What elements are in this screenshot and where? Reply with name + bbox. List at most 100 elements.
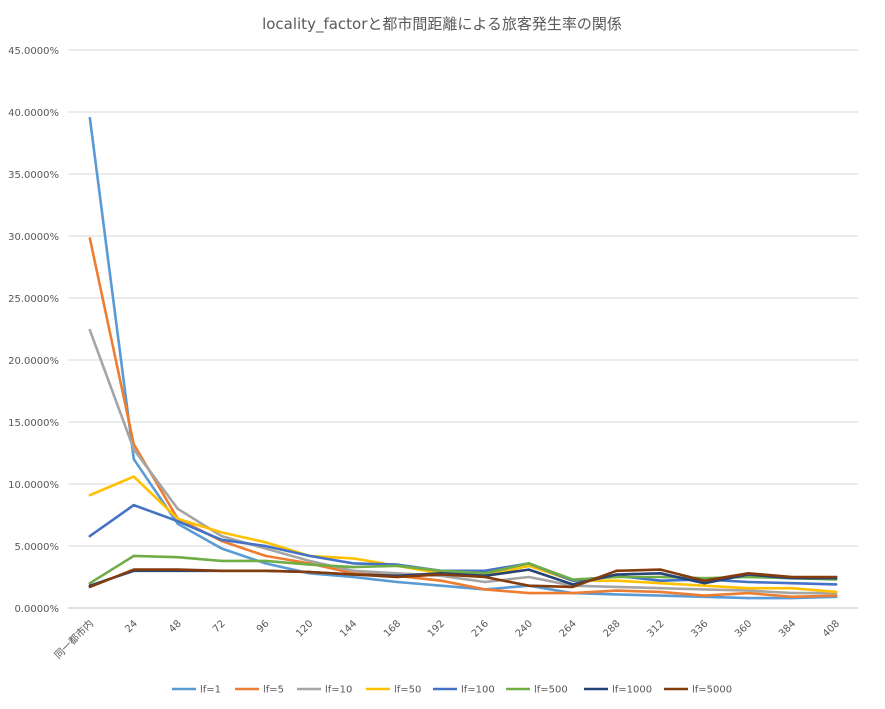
data-point (659, 572, 662, 575)
data-point (264, 554, 267, 558)
data-point (439, 584, 443, 587)
legend-label: lf=10 (325, 685, 352, 696)
x-tick-label: 同一都市内 (52, 617, 97, 662)
x-tick-label: 120 (294, 618, 315, 639)
data-point (439, 569, 443, 572)
data-point (308, 563, 311, 566)
data-point (527, 575, 530, 579)
data-point (615, 589, 618, 592)
x-tick-label: 240 (514, 618, 535, 639)
data-point (659, 582, 662, 585)
y-tick-label: 35.0000% (8, 170, 59, 181)
data-point (527, 591, 530, 595)
data-point (791, 587, 794, 590)
data-point (396, 572, 399, 575)
data-point (264, 559, 267, 563)
data-point (703, 594, 706, 597)
data-point (659, 594, 662, 597)
data-point (264, 544, 267, 548)
data-point (703, 579, 706, 582)
data-point (747, 572, 750, 575)
data-point (352, 557, 355, 560)
data-point (483, 575, 487, 579)
series-line-lf-500 (88, 554, 838, 585)
data-point (88, 582, 92, 585)
data-point (88, 585, 92, 589)
series-line-lf-10 (88, 328, 838, 595)
data-point (834, 594, 838, 597)
data-point (703, 577, 706, 580)
data-point (659, 575, 662, 579)
data-point (220, 569, 223, 572)
data-point (176, 556, 179, 559)
data-point (834, 583, 838, 586)
x-tick-label: 408 (821, 618, 842, 639)
data-point (132, 568, 135, 571)
data-point (352, 565, 355, 569)
data-point (88, 534, 92, 538)
data-point (703, 588, 706, 591)
data-point (220, 538, 223, 541)
data-point (483, 580, 487, 584)
data-point (132, 458, 135, 461)
data-point (264, 547, 267, 550)
data-point (439, 573, 443, 576)
data-point (264, 541, 267, 544)
data-point (352, 569, 355, 572)
x-tick-label: 360 (733, 618, 754, 639)
legend-item: lf=5 (235, 685, 284, 696)
legend-label: lf=1 (200, 685, 221, 696)
data-point (659, 579, 662, 582)
data-point (220, 534, 223, 538)
data-point (615, 573, 618, 576)
legend-item: lf=50 (366, 685, 421, 696)
data-point (396, 564, 399, 567)
data-point (176, 507, 179, 510)
x-tick-label: 264 (558, 618, 579, 639)
data-point (747, 596, 750, 600)
data-point (703, 584, 706, 587)
data-point (747, 580, 750, 584)
y-axis: 0.0000% 5.0000% 10.0000% 15.0000% 20.0000% 25… (8, 46, 59, 615)
data-point (483, 588, 487, 591)
data-point (396, 580, 399, 584)
data-point (747, 589, 750, 592)
data-point (176, 522, 179, 525)
data-point (527, 568, 530, 571)
x-tick-label: 48 (167, 618, 184, 635)
data-point (571, 585, 574, 589)
data-point (615, 575, 618, 579)
x-axis: 同一都市内 24 48 72 96 120 144 168 192 216 240 264 288 312… (52, 617, 843, 662)
gridlines (68, 49, 858, 609)
legend-item: lf=1000 (584, 685, 652, 696)
legend-item: lf=100 (433, 685, 495, 696)
data-point (571, 583, 574, 586)
x-tick-label: 96 (255, 618, 272, 635)
data-point (132, 554, 135, 558)
legend-label: lf=50 (394, 685, 421, 696)
data-point (747, 575, 750, 579)
x-tick-label: 24 (123, 618, 140, 635)
y-tick-label: 10.0000% (8, 480, 59, 491)
data-point (747, 587, 750, 590)
y-tick-label: 0.0000% (15, 604, 60, 615)
data-point (527, 584, 530, 587)
x-tick-label: 216 (470, 618, 491, 639)
data-point (176, 517, 179, 520)
legend-label: lf=5 (263, 685, 284, 696)
x-tick-label: 312 (645, 618, 666, 639)
x-tick-label: 72 (211, 618, 228, 635)
legend-item: lf=5000 (664, 685, 732, 696)
y-tick-label: 25.0000% (8, 294, 59, 305)
data-point (791, 575, 794, 579)
data-point (571, 591, 574, 595)
data-point (352, 575, 355, 579)
y-tick-label: 15.0000% (8, 418, 59, 429)
data-point (132, 503, 135, 507)
data-point (308, 554, 311, 558)
data-point (132, 448, 135, 451)
data-point (703, 582, 706, 585)
data-point (88, 237, 92, 240)
data-point (659, 590, 662, 594)
